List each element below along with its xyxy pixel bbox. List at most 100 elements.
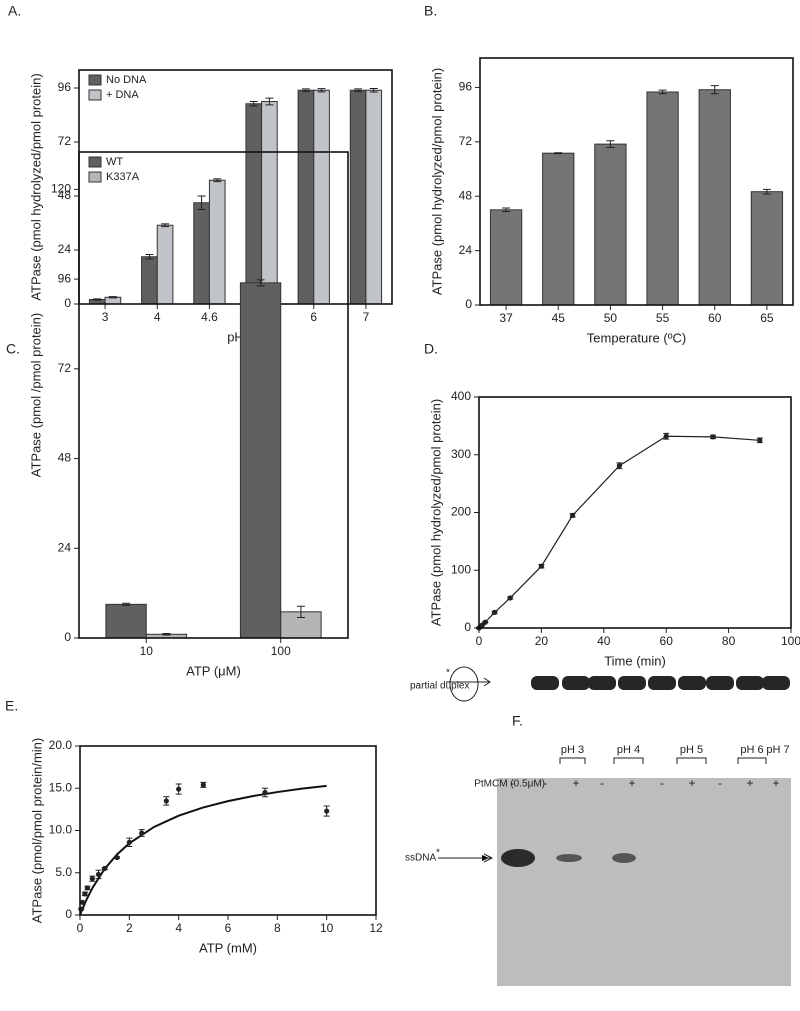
point: [84, 885, 90, 891]
error-bar: [145, 254, 154, 260]
error-bar: [162, 633, 171, 636]
error-bar: [354, 88, 363, 93]
point: [570, 512, 576, 518]
bar: [698, 89, 731, 306]
x-tick-label: 50: [604, 311, 618, 325]
legend-label: WT: [106, 156, 123, 168]
error-bar: [606, 140, 615, 149]
x-tick-label: 60: [708, 311, 722, 325]
lane-sign: -: [600, 776, 604, 790]
x-tick-label: 55: [656, 311, 670, 325]
point: [200, 782, 206, 788]
group-bracket: [737, 757, 767, 764]
y-tick-label: 48: [459, 188, 473, 202]
bar: [245, 103, 263, 305]
point: [126, 839, 132, 845]
y-tick-label: 15.0: [49, 780, 73, 794]
y-axis-label: ATPase (pmol hydrolyzed/pmol protein): [429, 68, 444, 295]
bar: [594, 143, 627, 306]
protein-label: PtMCM (0.5μM): [474, 779, 545, 790]
y-tick-label: 5.0: [55, 865, 72, 879]
lane-sign: +: [628, 776, 635, 790]
bar: [313, 89, 330, 305]
error-bar: [301, 88, 310, 93]
duplex-band: [706, 676, 734, 690]
y-tick-label: 120: [51, 182, 71, 196]
bar: [349, 89, 367, 305]
x-tick-label: 40: [597, 634, 611, 648]
lane-sign: -: [543, 776, 547, 790]
x-axis-label: pH: [227, 329, 244, 344]
point: [82, 891, 88, 897]
point: [79, 899, 86, 905]
legend-label: No DNA: [106, 74, 147, 86]
bar: [156, 224, 174, 305]
bar: [542, 152, 575, 306]
duplex-band: [531, 676, 559, 690]
point: [710, 434, 716, 440]
point: [102, 865, 108, 872]
y-tick-label: 0: [465, 297, 472, 311]
panel-label: D.: [424, 341, 438, 357]
gel-panel: [438, 666, 791, 986]
error-bar: [256, 279, 265, 287]
panel-label: A.: [8, 3, 21, 19]
y-tick-label: 400: [451, 389, 471, 403]
duplex-label: partial duplex: [410, 681, 469, 692]
x-tick-label: 60: [660, 634, 674, 648]
legend-swatch: [88, 89, 102, 101]
y-tick-label: 96: [459, 80, 473, 94]
x-tick-label: 80: [722, 634, 736, 648]
group-label: pH 4: [617, 744, 640, 756]
error-bar: [502, 207, 511, 213]
y-tick-label: 96: [58, 271, 72, 285]
error-bar: [108, 296, 117, 299]
point: [757, 437, 763, 443]
y-tick-label: 0: [64, 630, 71, 644]
point: [507, 595, 513, 601]
legend-label: + DNA: [106, 89, 139, 101]
y-tick-label: 100: [451, 562, 471, 576]
panel-label: E.: [5, 698, 18, 714]
y-tick-label: 0: [64, 296, 71, 310]
duplex-band: [618, 676, 646, 690]
lane-sign: -: [660, 776, 664, 790]
x-tick-label: 7: [363, 310, 370, 324]
x-tick-label: 65: [760, 311, 774, 325]
x-tick-label: 10: [320, 921, 334, 935]
bar: [297, 89, 315, 305]
y-tick-label: 72: [58, 134, 72, 148]
y-tick-label: 48: [58, 188, 72, 202]
x-tick-label: 37: [499, 311, 513, 325]
error-bar: [122, 602, 131, 606]
x-tick-label: 4.6: [201, 310, 218, 324]
x-tick-label: 8: [274, 921, 281, 935]
error-bar: [213, 178, 222, 183]
y-tick-label: 24: [58, 242, 72, 256]
error-bar: [710, 85, 719, 95]
y-tick-label: 72: [459, 134, 473, 148]
error-bar: [161, 223, 170, 228]
group-label: pH 3: [561, 744, 584, 756]
duplex-icon: [449, 666, 479, 702]
bar: [750, 191, 784, 306]
ssdna-label: ssDNA: [405, 853, 436, 864]
legend-swatch: [88, 74, 102, 86]
error-bar: [317, 88, 326, 93]
point: [482, 619, 488, 625]
point: [176, 786, 182, 792]
point: [114, 854, 120, 861]
y-tick-label: 24: [58, 540, 72, 554]
duplex-band: [736, 676, 764, 690]
point: [492, 609, 498, 616]
group-bracket: [613, 757, 644, 764]
group-bracket: [559, 757, 586, 764]
panel-label: C.: [6, 341, 20, 357]
x-tick-label: 0: [77, 921, 84, 935]
error-bar: [762, 188, 771, 195]
plot-frame: [478, 396, 792, 629]
x-tick-label: 100: [781, 634, 800, 648]
x-axis-label: ATP (μM): [186, 663, 241, 678]
bar: [193, 202, 210, 305]
